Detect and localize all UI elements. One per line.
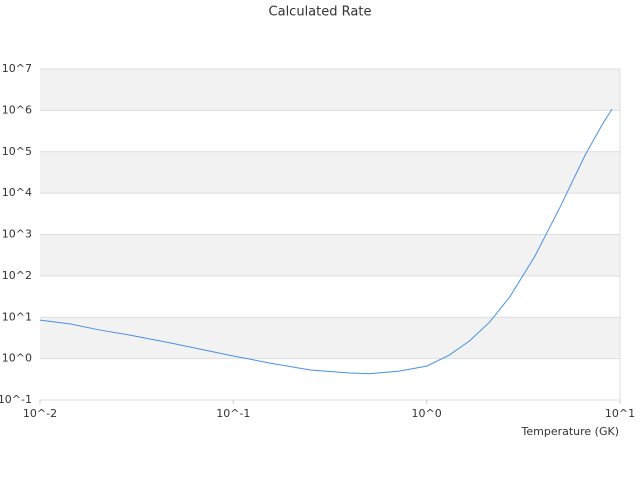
grid-band: [40, 151, 620, 194]
line: [39, 108, 613, 375]
x-axis-label: Temperature (GK): [521, 425, 620, 438]
y-tick-label: 10^2: [2, 269, 32, 282]
y-tick-label: 10^5: [2, 145, 32, 158]
chart-title: Calculated Rate: [269, 5, 372, 20]
y-tick-label: 10^3: [2, 228, 32, 241]
y-tick-label: 10^1: [2, 310, 32, 323]
x-tick-label: 10^-1: [216, 407, 250, 420]
y-tick-label: 10^7: [2, 62, 32, 75]
x-tick-label: 10^0: [412, 407, 442, 420]
y-tick-label: 10^4: [2, 186, 32, 199]
y-tick-label: 10^0: [2, 352, 32, 365]
y-tick-label: 10^6: [2, 103, 32, 116]
x-tick-label: 10^-2: [23, 407, 57, 420]
y-tick-label: 10^-1: [0, 393, 32, 406]
grid-band: [40, 317, 620, 359]
grid-band: [40, 69, 620, 111]
x-tick-label: 10^1: [605, 407, 635, 420]
grid-band: [40, 234, 620, 276]
